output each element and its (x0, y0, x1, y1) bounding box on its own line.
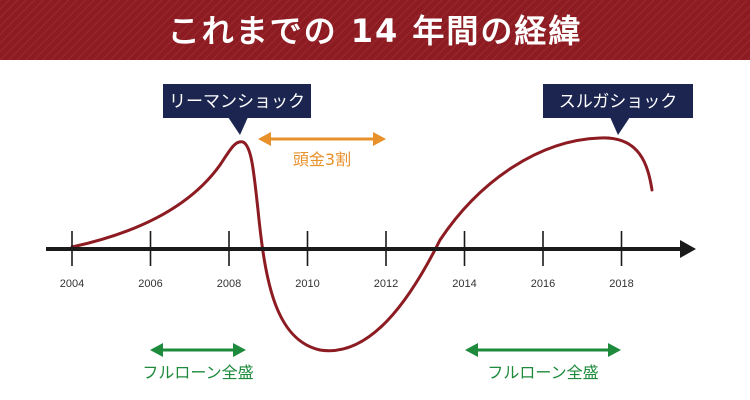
full-loan-label-2: フルローン全盛 (487, 363, 598, 382)
down-payment-label: 頭金3割 (293, 150, 351, 169)
year-label-2016: 2016 (531, 278, 555, 290)
year-label-2004: 2004 (60, 278, 84, 290)
timeline-axis: 2004 2006 2008 2010 2012 2014 2016 2018 (46, 231, 696, 290)
axis-arrow-head (680, 240, 696, 258)
lehman-shock-label: リーマンショック (169, 92, 305, 112)
year-label-2012: 2012 (374, 278, 398, 290)
suruga-shock-label: スルガショック (559, 92, 678, 112)
suruga-shock-callout: スルガショック (543, 84, 693, 135)
full-loan-arrow-2: フルローン全盛 (465, 343, 621, 382)
year-label-2010: 2010 (295, 278, 319, 290)
down-payment-arrow: 頭金3割 (258, 132, 386, 169)
market-curve (70, 136, 654, 353)
full-loan-arrow-1: フルローン全盛 (142, 343, 254, 382)
page-title: これまでの 14 年間の経緯 (168, 12, 583, 50)
full-loan-label-1: フルローン全盛 (142, 363, 253, 382)
year-label-2014: 2014 (452, 278, 476, 290)
year-label-2006: 2006 (138, 278, 162, 290)
year-label-2018: 2018 (609, 278, 633, 290)
year-label-2008: 2008 (217, 278, 241, 290)
title-bar: これまでの 14 年間の経緯 (0, 0, 750, 60)
lehman-shock-callout: リーマンショック (163, 84, 311, 135)
